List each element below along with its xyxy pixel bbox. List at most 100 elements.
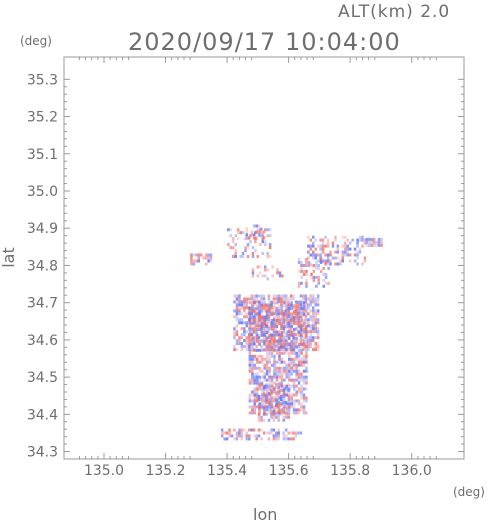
- negative-echo-cell: [268, 387, 271, 391]
- positive-echo-cell: [251, 408, 254, 412]
- negative-echo-cell: [275, 431, 278, 435]
- negative-echo-cell: [302, 312, 305, 316]
- negative-echo-cell: [309, 244, 312, 248]
- negative-echo-cell: [283, 348, 286, 352]
- positive-echo-cell: [289, 437, 293, 441]
- negative-echo-cell: [285, 331, 288, 334]
- negative-echo-cell: [277, 431, 280, 435]
- positive-echo-cell: [236, 228, 240, 232]
- positive-echo-cell: [267, 342, 271, 346]
- negative-echo-cell: [275, 327, 278, 331]
- negative-echo-cell: [297, 319, 301, 322]
- positive-echo-cell: [260, 387, 264, 391]
- positive-echo-cell: [267, 315, 271, 319]
- positive-echo-cell: [267, 309, 271, 313]
- positive-echo-cell: [263, 328, 266, 331]
- negative-echo-cell: [302, 313, 306, 317]
- positive-echo-cell: [334, 262, 337, 266]
- positive-echo-cell: [289, 294, 293, 298]
- negative-echo-cell: [245, 321, 248, 325]
- negative-echo-cell: [295, 351, 298, 355]
- negative-echo-cell: [353, 259, 357, 263]
- positive-echo-cell: [272, 312, 276, 316]
- positive-echo-cell: [276, 268, 279, 272]
- negative-echo-cell: [253, 375, 256, 379]
- negative-echo-cell: [243, 339, 246, 343]
- negative-echo-cell: [252, 233, 256, 237]
- y-tick-label: 34.6: [27, 333, 58, 349]
- negative-echo-cell: [270, 300, 273, 304]
- positive-echo-cell: [265, 309, 268, 313]
- x-tick-label: 135.2: [145, 463, 185, 479]
- positive-echo-cell: [253, 390, 256, 394]
- negative-echo-cell: [273, 310, 276, 314]
- negative-echo-cell: [250, 333, 253, 337]
- positive-echo-cell: [275, 392, 278, 395]
- negative-echo-cell: [353, 247, 357, 251]
- negative-echo-cell: [272, 294, 276, 298]
- negative-echo-cell: [265, 345, 269, 349]
- positive-echo-cell: [361, 262, 364, 266]
- positive-echo-cell: [288, 384, 291, 388]
- positive-echo-cell: [277, 428, 280, 432]
- negative-echo-cell: [251, 345, 254, 349]
- negative-echo-cell: [292, 378, 296, 382]
- negative-echo-cell: [195, 253, 198, 257]
- positive-echo-cell: [299, 339, 303, 343]
- positive-echo-cell: [302, 345, 305, 349]
- negative-echo-cell: [292, 342, 295, 346]
- negative-echo-cell: [287, 389, 290, 392]
- positive-echo-cell: [294, 431, 298, 435]
- positive-echo-cell: [278, 331, 281, 334]
- positive-echo-cell: [220, 431, 224, 435]
- negative-echo-cell: [263, 399, 266, 403]
- negative-echo-cell: [252, 339, 256, 343]
- positive-echo-cell: [255, 339, 258, 343]
- negative-echo-cell: [234, 255, 237, 258]
- x-axis-unit: (deg): [453, 485, 485, 499]
- positive-echo-cell: [267, 348, 271, 352]
- positive-echo-cell: [312, 339, 315, 343]
- positive-echo-cell: [326, 241, 330, 245]
- negative-echo-cell: [256, 316, 259, 320]
- positive-echo-cell: [204, 262, 208, 266]
- negative-echo-cell: [284, 386, 288, 389]
- positive-echo-cell: [289, 297, 293, 301]
- positive-echo-cell: [260, 315, 263, 319]
- y-axis-ticks: 34.3 34.4 34.5 34.6 34.7 34.8 34.9 35.0 35.1 35.2…: [27, 72, 464, 461]
- negative-echo-cell: [235, 437, 239, 441]
- positive-echo-cell: [260, 383, 263, 387]
- positive-echo-cell: [288, 301, 291, 305]
- negative-echo-cell: [278, 360, 281, 364]
- y-tick-label: 34.4: [27, 407, 58, 423]
- positive-echo-cell: [246, 255, 250, 258]
- positive-echo-cell: [304, 300, 308, 304]
- positive-echo-cell: [258, 339, 261, 343]
- positive-echo-cell: [227, 243, 230, 247]
- positive-echo-cell: [257, 318, 261, 322]
- positive-echo-cell: [280, 318, 283, 322]
- negative-echo-cell: [257, 294, 261, 298]
- positive-echo-cell: [292, 312, 295, 316]
- positive-echo-cell: [284, 342, 288, 346]
- positive-echo-cell: [290, 342, 293, 346]
- positive-echo-cell: [248, 342, 252, 346]
- positive-echo-cell: [305, 411, 308, 415]
- positive-echo-cell: [312, 264, 316, 267]
- negative-echo-cell: [275, 415, 278, 419]
- positive-echo-cell: [289, 312, 293, 316]
- negative-echo-cell: [326, 256, 330, 260]
- negative-echo-cell: [248, 306, 251, 310]
- negative-echo-cell: [238, 321, 241, 325]
- negative-echo-cell: [257, 306, 261, 310]
- positive-echo-cell: [277, 321, 280, 325]
- negative-echo-cell: [284, 339, 288, 343]
- negative-echo-cell: [307, 336, 310, 340]
- negative-echo-cell: [307, 244, 310, 248]
- negative-echo-cell: [260, 227, 263, 231]
- negative-echo-cell: [285, 384, 288, 388]
- negative-echo-cell: [292, 333, 295, 337]
- negative-echo-cell: [264, 265, 267, 269]
- negative-echo-cell: [302, 297, 305, 301]
- negative-echo-cell: [297, 318, 300, 322]
